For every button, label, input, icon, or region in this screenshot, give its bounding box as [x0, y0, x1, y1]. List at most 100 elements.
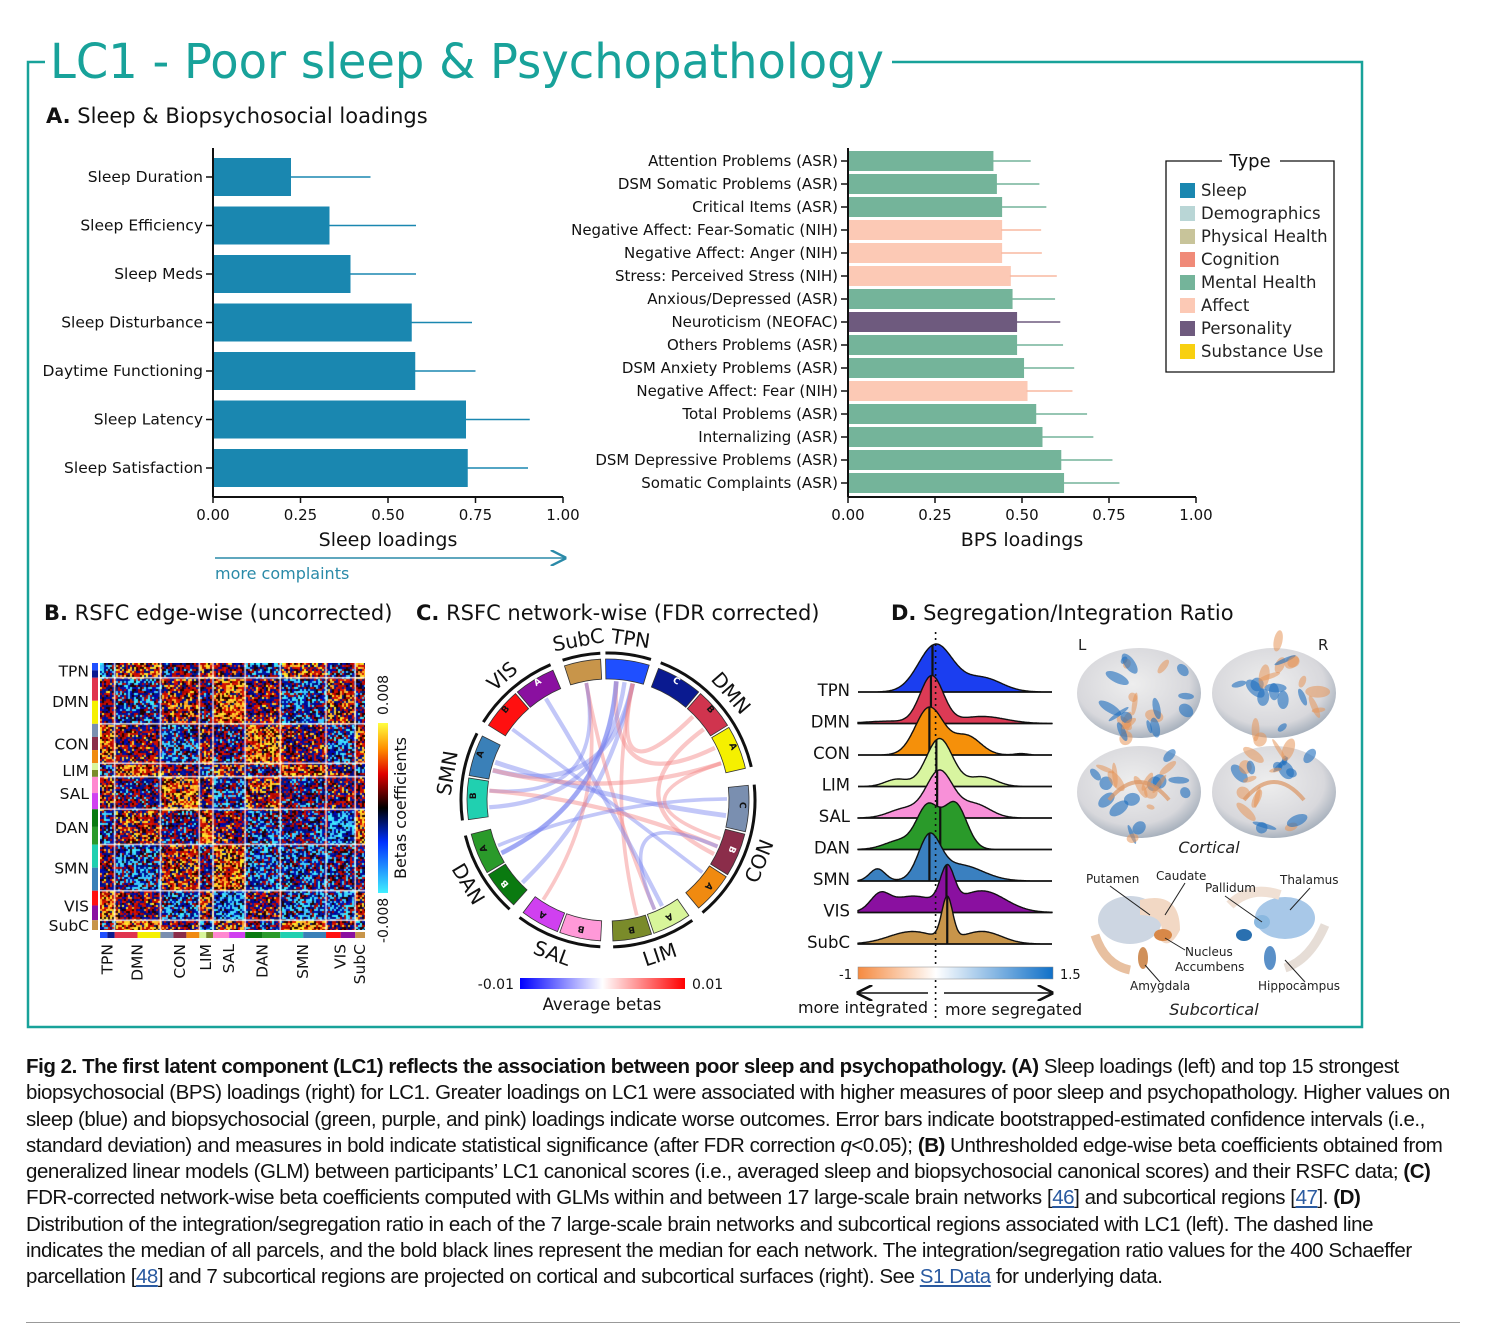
s1-data-link[interactable]: S1 Data	[919, 1265, 991, 1289]
caption-text: ] and 7 subcortical regions are projecte…	[157, 1265, 920, 1289]
more-complaints-label: more complaints	[215, 564, 349, 583]
cortical-surface	[1212, 746, 1336, 838]
density-ridge	[857, 674, 1053, 725]
category-label: Others Problems (ASR)	[667, 336, 838, 354]
network-color-band	[280, 932, 304, 938]
surface-patch	[1090, 768, 1101, 781]
network-color-band	[199, 932, 207, 938]
brain-surfaces: L R Cortical Subcortical Putamen CaudatePalli…	[1077, 630, 1340, 1019]
row-network-label: SubC	[49, 917, 89, 935]
chord-link	[619, 683, 639, 916]
bar	[849, 427, 1043, 447]
surface-patch	[1298, 675, 1307, 688]
x-tick-label: 0.00	[831, 506, 864, 524]
surface-patch	[1146, 804, 1155, 810]
category-label: Neuroticism (NEOFAC)	[671, 313, 838, 331]
ridge-label: DAN	[814, 839, 850, 858]
surface-patch	[1243, 775, 1257, 783]
category-label: DSM Somatic Problems (ASR)	[618, 175, 838, 193]
bar	[849, 220, 1003, 240]
chord-link	[494, 759, 727, 818]
surface-patch	[1253, 732, 1267, 747]
surface-patch	[1126, 833, 1139, 843]
network-color-band	[213, 932, 230, 938]
category-label: Somatic Complaints (ASR)	[641, 474, 838, 492]
accumbens-right-shape	[1236, 929, 1252, 941]
density-ridge	[857, 863, 1053, 914]
bar	[214, 303, 412, 342]
reference-link-48[interactable]: 48	[135, 1265, 158, 1289]
row-network-label: DMN	[52, 693, 89, 711]
column-network-label: VIS	[332, 944, 350, 969]
network-arc	[613, 919, 694, 949]
surface-patch	[1128, 692, 1138, 702]
region-label: Accumbens	[1175, 960, 1244, 974]
panel-c-heading: C. RSFC network-wise (FDR corrected)	[416, 601, 820, 625]
network-color-band	[92, 670, 98, 678]
surface-patch	[1177, 663, 1189, 677]
x-axis-title: BPS loadings	[961, 529, 1083, 551]
region-leader-line	[1284, 959, 1306, 983]
x-tick-label: 1.00	[1179, 506, 1212, 524]
legend-title: Type	[1228, 151, 1270, 172]
network-color-band	[92, 677, 98, 701]
ridge-label: VIS	[823, 902, 850, 921]
reference-link-46[interactable]: 46	[1052, 1186, 1075, 1210]
network-arc	[518, 916, 601, 949]
chord-segment	[487, 693, 530, 737]
segment-sub-label: C	[671, 676, 682, 688]
chord-link	[625, 683, 695, 754]
amygdala-shape	[1138, 947, 1148, 969]
chord-link	[543, 697, 664, 908]
network-color-band	[173, 932, 187, 938]
surface-patch	[1107, 770, 1125, 792]
legend-swatch	[1180, 229, 1195, 244]
surface-patch	[1311, 707, 1326, 713]
surface-patch	[1236, 802, 1256, 821]
bar	[849, 358, 1025, 378]
row-network-label: LIM	[62, 762, 89, 780]
network-color-band	[326, 932, 341, 938]
surface-patch	[1274, 655, 1296, 666]
surface-patch	[1157, 659, 1170, 674]
type-legend: Type Sleep Demographics Physical Health Cogn…	[1165, 151, 1335, 373]
surface-patch	[1305, 685, 1331, 698]
network-arc	[605, 651, 652, 661]
surface-patch	[1246, 760, 1256, 775]
region-leader-line	[1109, 885, 1151, 916]
segment-sub-label: A	[663, 910, 674, 922]
colorbar-max-label: 0.01	[692, 977, 723, 993]
x-tick-label: 1.00	[546, 506, 579, 524]
surface-patch	[1303, 748, 1317, 764]
bar	[849, 151, 994, 171]
bar	[849, 197, 1003, 217]
colorbar-min-label: -0.008	[376, 898, 392, 943]
density-ridge	[858, 706, 1052, 756]
category-label: Sleep Duration	[88, 168, 203, 186]
network-color-band	[262, 932, 281, 938]
x-axis-title: Sleep loadings	[319, 529, 458, 551]
segment-sub-label: B	[500, 704, 512, 716]
bar	[214, 352, 416, 390]
segment-sub-label: B	[627, 923, 636, 934]
chord-segment	[686, 693, 729, 737]
chord-link	[500, 681, 619, 856]
network-color-band	[92, 905, 98, 921]
bar	[849, 312, 1018, 332]
surface-patch	[1163, 749, 1176, 762]
colorbar-min-label: -0.01	[478, 977, 514, 993]
surface-patch	[1286, 813, 1308, 827]
x-tick-label: 0.25	[918, 506, 951, 524]
caption-d: (D)	[1333, 1186, 1361, 1210]
surface-patch	[1159, 760, 1177, 775]
x-tick-label: 0.75	[459, 506, 492, 524]
legend-label: Physical Health	[1201, 227, 1328, 246]
reference-link-47[interactable]: 47	[1295, 1186, 1318, 1210]
network-arc	[660, 661, 753, 768]
chord-segment	[516, 669, 562, 708]
legend-swatch	[1180, 206, 1195, 221]
column-network-label: DAN	[254, 944, 272, 978]
legend-swatch	[1180, 252, 1195, 267]
region-leader-line	[1289, 887, 1311, 911]
segment-sub-label: B	[499, 877, 511, 889]
